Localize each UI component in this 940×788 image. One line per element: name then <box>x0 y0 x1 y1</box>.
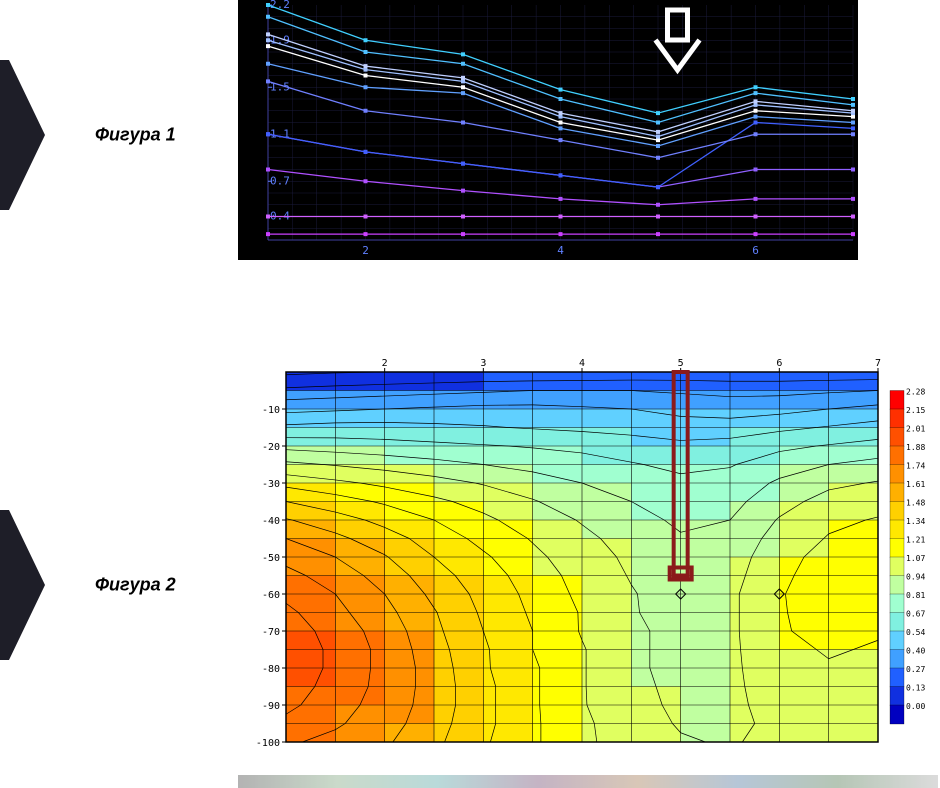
fig1-chart: 0.40.71.11.51.92.2246 <box>238 0 858 260</box>
svg-text:0.7: 0.7 <box>270 174 290 187</box>
svg-text:-80: -80 <box>262 664 280 675</box>
svg-text:6: 6 <box>752 244 759 257</box>
svg-text:1.07: 1.07 <box>906 554 925 563</box>
svg-text:-50: -50 <box>262 553 280 564</box>
svg-text:2.15: 2.15 <box>906 406 925 415</box>
svg-text:6: 6 <box>776 358 782 369</box>
svg-text:-60: -60 <box>262 590 280 601</box>
svg-text:0.40: 0.40 <box>906 647 925 656</box>
svg-text:0.27: 0.27 <box>906 665 925 674</box>
svg-text:1.48: 1.48 <box>906 499 925 508</box>
svg-text:0.94: 0.94 <box>906 573 925 582</box>
chevron-icon <box>0 60 45 210</box>
svg-text:2.28: 2.28 <box>906 388 925 397</box>
svg-text:0.00: 0.00 <box>906 702 925 711</box>
svg-text:7: 7 <box>875 358 881 369</box>
svg-text:0.67: 0.67 <box>906 610 925 619</box>
fig1-label-block: Фигура 1 <box>0 60 195 210</box>
svg-text:2.01: 2.01 <box>906 425 925 434</box>
svg-text:0.81: 0.81 <box>906 591 925 600</box>
svg-text:-30: -30 <box>262 479 280 490</box>
svg-text:-100: -100 <box>256 738 280 749</box>
fig2-label: Фигура 2 <box>95 575 176 596</box>
fig1-label: Фигура 1 <box>95 125 176 146</box>
fig2-label-block: Фигура 2 <box>0 510 195 660</box>
svg-text:0.13: 0.13 <box>906 684 925 693</box>
svg-text:1.74: 1.74 <box>906 462 925 471</box>
svg-text:-90: -90 <box>262 701 280 712</box>
svg-text:1.88: 1.88 <box>906 443 925 452</box>
svg-text:3: 3 <box>480 358 486 369</box>
noise-strip <box>238 775 938 788</box>
fig2-chart: 2 3 4 5 6 7 -10 -20 -30 -40 -50 -60 -70 -80 -90 -100 2.2… <box>238 350 938 750</box>
svg-text:2: 2 <box>382 358 388 369</box>
svg-text:1.61: 1.61 <box>906 480 925 489</box>
figure-2: 2 3 4 5 6 7 -10 -20 -30 -40 -50 -60 -70 -80 -90 -100 2.2… <box>238 350 938 750</box>
svg-text:0.54: 0.54 <box>906 628 925 637</box>
svg-text:1.21: 1.21 <box>906 536 925 545</box>
svg-text:-20: -20 <box>262 442 280 453</box>
svg-text:1.34: 1.34 <box>906 517 925 526</box>
figure-1: 0.40.71.11.51.92.2246 <box>238 0 858 260</box>
svg-text:2: 2 <box>362 244 369 257</box>
svg-text:4: 4 <box>579 358 585 369</box>
svg-text:5: 5 <box>678 358 684 369</box>
chevron-icon <box>0 510 45 660</box>
svg-text:-10: -10 <box>262 405 280 416</box>
svg-text:4: 4 <box>557 244 564 257</box>
svg-text:-40: -40 <box>262 516 280 527</box>
svg-text:-70: -70 <box>262 627 280 638</box>
